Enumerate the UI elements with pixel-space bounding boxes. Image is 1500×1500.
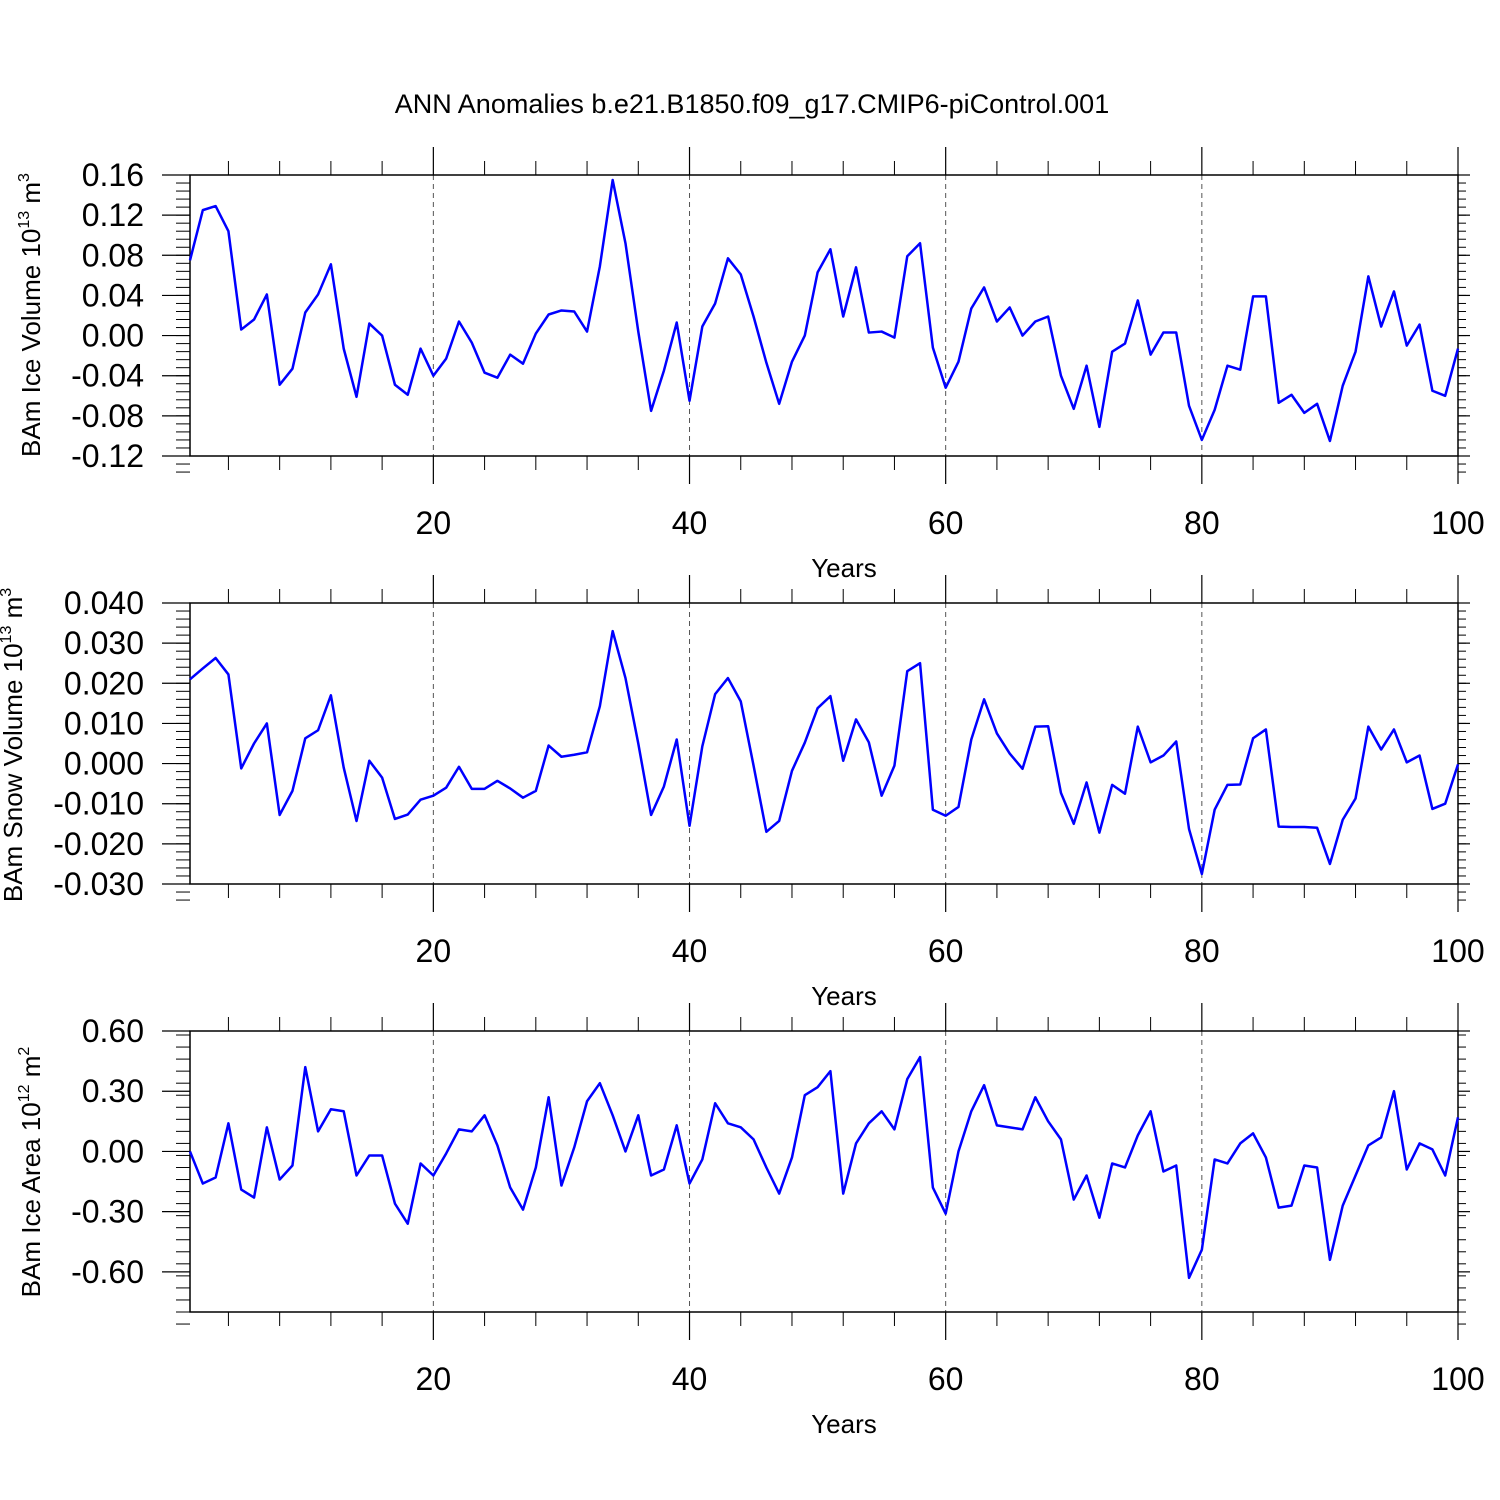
x-tick-label: 20 — [416, 933, 452, 969]
y-tick-label: 0.020 — [64, 665, 144, 701]
y-tick-label: -0.030 — [53, 866, 144, 902]
x-tick-label: 20 — [416, 505, 452, 541]
y-tick-label: 0.04 — [82, 277, 144, 313]
y-tick-label: -0.12 — [71, 438, 144, 474]
y-axis-label: BAm Ice Area 1012 m2 — [16, 1047, 46, 1298]
x-tick-label: 80 — [1184, 505, 1220, 541]
x-tick-label: 100 — [1431, 505, 1484, 541]
series-line-1 — [188, 178, 1460, 443]
y-tick-label: -0.30 — [71, 1194, 144, 1230]
plot-frame — [189, 1030, 1459, 1313]
x-tick-label: 80 — [1184, 933, 1220, 969]
x-axis-label: Years — [811, 1409, 877, 1439]
y-tick-label: 0.12 — [82, 197, 144, 233]
y-tick-label: 0.00 — [82, 1133, 144, 1169]
x-tick-label: 100 — [1431, 933, 1484, 969]
x-tick-label: 40 — [672, 933, 708, 969]
y-tick-label: 0.010 — [64, 705, 144, 741]
y-tick-label: 0.00 — [82, 318, 144, 354]
y-tick-label: 0.000 — [64, 746, 144, 782]
y-tick-label: -0.020 — [53, 826, 144, 862]
series-line-1 — [189, 629, 1460, 876]
y-tick-label: 0.08 — [82, 237, 144, 273]
y-axis-label: BAm Snow Volume 1013 m3 — [0, 588, 28, 902]
x-axis-label: Years — [811, 553, 877, 583]
y-tick-label: 0.040 — [64, 585, 144, 621]
x-tick-label: 60 — [928, 1361, 964, 1397]
x-axis-label: Years — [811, 981, 877, 1011]
chart-panels: -0.12 -0.08 -0.04 0.00 0.04 0.08 0.12 0.16 20 40 6… — [0, 147, 1485, 1439]
y-tick-label: 0.60 — [82, 1013, 144, 1049]
x-tick-label: 40 — [672, 505, 708, 541]
y-tick-label: 0.30 — [82, 1073, 144, 1109]
y-tick-label: -0.60 — [71, 1254, 144, 1290]
plot-frame — [189, 174, 1459, 457]
y-tick-label: -0.010 — [53, 786, 144, 822]
x-tick-label: 20 — [416, 1361, 452, 1397]
x-tick-label: 60 — [928, 505, 964, 541]
chart-panel-1: -0.12 -0.08 -0.04 0.00 0.04 0.08 0.12 0.16 20 40 6… — [16, 147, 1485, 583]
x-tick-label: 40 — [672, 1361, 708, 1397]
x-tick-label: 100 — [1431, 1361, 1484, 1397]
x-tick-label: 80 — [1184, 1361, 1220, 1397]
chart-panel-2: -0.030 -0.020 -0.010 0.000 0.010 0.020 0.030 0.… — [0, 575, 1485, 1011]
y-tick-label: 0.030 — [64, 625, 144, 661]
series-line-1 — [188, 1055, 1460, 1280]
y-tick-label: -0.04 — [71, 358, 144, 394]
chart-panel-3: -0.60 -0.30 0.00 0.30 0.60 20 40 60 80 100 Years BA… — [16, 1003, 1485, 1439]
y-tick-label: -0.08 — [71, 398, 144, 434]
x-tick-label: 60 — [928, 933, 964, 969]
y-axis-label: BAm Ice Volume 1013 m3 — [16, 173, 46, 457]
plot-frame — [189, 602, 1459, 885]
y-tick-label: 0.16 — [82, 157, 144, 193]
chart-title: ANN Anomalies b.e21.B1850.f09_g17.CMIP6-… — [395, 89, 1109, 119]
